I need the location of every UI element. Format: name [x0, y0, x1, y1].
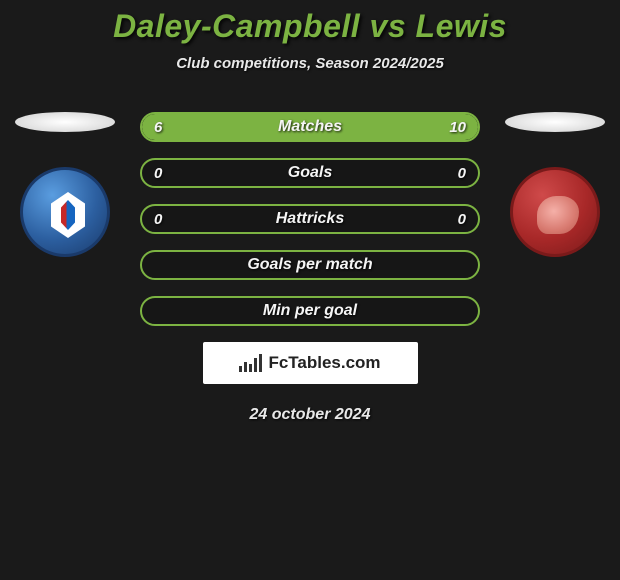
right-player-column [500, 112, 610, 257]
stat-value-left: 0 [154, 211, 162, 228]
infographic-container: Daley-Campbell vs Lewis Club competition… [0, 0, 620, 424]
stat-value-right: 0 [458, 165, 466, 182]
main-row: 6 Matches 10 0 Goals 0 0 Hattricks 0 [0, 112, 620, 326]
date-label: 24 october 2024 [0, 406, 620, 424]
watermark-text: FcTables.com [268, 353, 380, 373]
stat-value-right: 10 [449, 119, 466, 136]
stat-label: Goals per match [247, 256, 372, 274]
watermark: FcTables.com [203, 342, 418, 384]
stats-column: 6 Matches 10 0 Goals 0 0 Hattricks 0 [140, 112, 480, 326]
stat-row-hattricks: 0 Hattricks 0 [140, 204, 480, 234]
left-player-column [10, 112, 120, 257]
stat-label: Min per goal [263, 302, 357, 320]
stat-label: Matches [278, 118, 342, 136]
left-player-portrait [15, 112, 115, 132]
stat-label: Goals [288, 164, 332, 182]
stat-row-goals: 0 Goals 0 [140, 158, 480, 188]
right-club-crest [510, 167, 600, 257]
stat-row-matches: 6 Matches 10 [140, 112, 480, 142]
stat-row-goals-per-match: Goals per match [140, 250, 480, 280]
page-title: Daley-Campbell vs Lewis [0, 8, 620, 45]
chart-icon [239, 354, 262, 372]
stat-row-min-per-goal: Min per goal [140, 296, 480, 326]
stat-value-left: 6 [154, 119, 162, 136]
stat-label: Hattricks [276, 210, 344, 228]
right-player-portrait [505, 112, 605, 132]
left-club-crest [20, 167, 110, 257]
stat-value-left: 0 [154, 165, 162, 182]
stat-value-right: 0 [458, 211, 466, 228]
subtitle: Club competitions, Season 2024/2025 [0, 55, 620, 72]
